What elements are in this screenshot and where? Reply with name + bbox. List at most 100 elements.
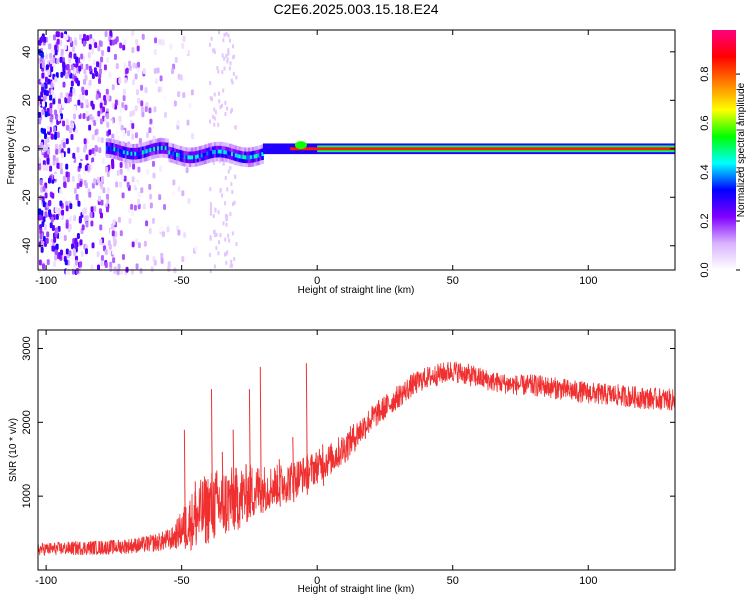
spectrogram-cell xyxy=(115,63,119,70)
spectrogram-cell xyxy=(221,53,224,58)
spectrogram-cell xyxy=(156,150,160,155)
spectrogram-cell xyxy=(40,186,44,193)
spectrogram-cell xyxy=(77,173,81,180)
spectrogram-cell xyxy=(98,195,102,202)
spectrogram-cell xyxy=(55,157,59,164)
spectrogram-cell xyxy=(208,252,211,257)
spectrogram-cell xyxy=(50,266,54,273)
spectrogram-cell xyxy=(208,154,211,159)
spectrogram-cell xyxy=(141,33,145,40)
spectrogram-cell xyxy=(208,147,211,152)
spectrogram-cell xyxy=(88,43,92,50)
spectrogram-cell xyxy=(212,213,215,218)
colorbar-tick-label: 0.6 xyxy=(699,115,711,130)
spectrogram-cell xyxy=(179,149,183,154)
spectrogram-cell xyxy=(261,159,264,164)
spectrogram-cell xyxy=(231,80,234,85)
spectrogram-cell xyxy=(140,106,144,113)
spectrogram-cell xyxy=(212,153,215,158)
spectrogram-cell xyxy=(137,61,141,68)
spectrogram-cell xyxy=(151,217,155,224)
spectrogram-cell xyxy=(145,132,149,139)
spectrogram-cell xyxy=(49,58,53,65)
spectrogram-cell xyxy=(160,142,164,147)
spectrogram-cell xyxy=(156,67,160,74)
spectrogram-cell xyxy=(102,209,106,216)
snr-spike xyxy=(292,437,295,503)
spectrogram-cell xyxy=(90,220,94,227)
spectrogram-cell xyxy=(217,69,220,74)
spectrogram-cell xyxy=(48,200,52,207)
spectrogram-cell xyxy=(136,159,139,164)
spectrogram-cell xyxy=(229,159,232,164)
spectrogram-cell xyxy=(111,138,114,143)
spectrogram-cell xyxy=(63,182,67,189)
spectrogram-cell xyxy=(206,159,209,164)
spectrogram-cell xyxy=(156,142,160,147)
spectrogram-cell xyxy=(65,222,69,229)
chart-title: C2E6.2025.003.15.18.E24 xyxy=(273,1,438,17)
spectrogram-cell xyxy=(42,201,46,208)
spectrogram-cell xyxy=(45,164,49,171)
spectrogram-cell xyxy=(150,265,154,272)
spectrogram-cell xyxy=(162,138,166,143)
spectrogram-cell xyxy=(210,150,213,155)
spectrogram-cell xyxy=(81,86,85,93)
spectrogram-cell xyxy=(244,155,247,160)
spectrogram-cell xyxy=(251,147,255,152)
spectrogram-cell xyxy=(249,147,253,152)
spectrogram-cell xyxy=(139,267,143,274)
spectrogram-cell xyxy=(39,56,43,63)
spectrogram-cell xyxy=(138,143,141,148)
spectrogram-cell xyxy=(51,245,55,252)
spectrogram-cell xyxy=(213,229,216,234)
spectrogram-cell xyxy=(231,189,234,194)
spectrogram-cell xyxy=(61,209,65,216)
spectrogram-cell xyxy=(181,256,185,263)
spectrogram-cell xyxy=(91,134,95,141)
spectrogram-cell xyxy=(232,54,235,59)
spectrogram-cell xyxy=(117,140,120,145)
spectrogram-cell xyxy=(134,159,137,164)
spectrogram-cell xyxy=(40,246,44,253)
spectrogram-cell xyxy=(67,147,71,154)
spectrogram-cell xyxy=(158,149,162,154)
spectrogram-cell xyxy=(223,56,226,61)
spectrogram-cell xyxy=(130,159,133,164)
spectrogram-cell xyxy=(65,92,69,99)
spectrogram-cell xyxy=(128,151,132,156)
spectrogram-cell xyxy=(128,147,132,152)
spectrogram-cell xyxy=(175,152,179,157)
spectrogram-cell xyxy=(87,52,91,59)
spectrogram-cell xyxy=(111,223,115,230)
spectrogram-cell xyxy=(140,187,144,194)
spectrogram-cell xyxy=(186,119,190,126)
spectrogram-cell xyxy=(55,148,59,155)
snr-x-ticks: -100 -50 0 50 100 xyxy=(35,330,597,587)
spectrogram-cell xyxy=(217,157,221,162)
spectrogram-cell xyxy=(214,208,217,213)
spectrogram-cell xyxy=(94,42,98,49)
spectrogram-cell xyxy=(202,148,206,153)
spectrogram-cell xyxy=(52,159,56,166)
spectrogram-cell xyxy=(59,56,63,63)
spectrogram-cell xyxy=(217,122,220,127)
spectrogram-cell xyxy=(49,102,53,109)
spectrogram-cell xyxy=(187,163,190,168)
spectrogram-cell xyxy=(232,71,235,76)
spectrogram-cell xyxy=(77,108,81,115)
spectrogram-cell xyxy=(236,157,240,162)
spectrogram-cell xyxy=(159,75,163,82)
spectrogram-cell xyxy=(232,144,236,149)
spectrogram-cell xyxy=(198,161,202,166)
spectrogram-cell xyxy=(44,133,48,140)
spectrogram-cell xyxy=(236,146,240,151)
spectrogram-cell xyxy=(52,34,56,41)
spectrogram-cell xyxy=(164,142,168,147)
spectrogram-x-tick-label: 100 xyxy=(579,275,597,287)
spectrogram-cell xyxy=(99,238,103,245)
spectrogram-cell xyxy=(62,120,66,127)
spectrogram-cell xyxy=(242,162,245,167)
spectrogram-cell xyxy=(73,105,77,112)
spectrogram-cell xyxy=(43,224,47,231)
